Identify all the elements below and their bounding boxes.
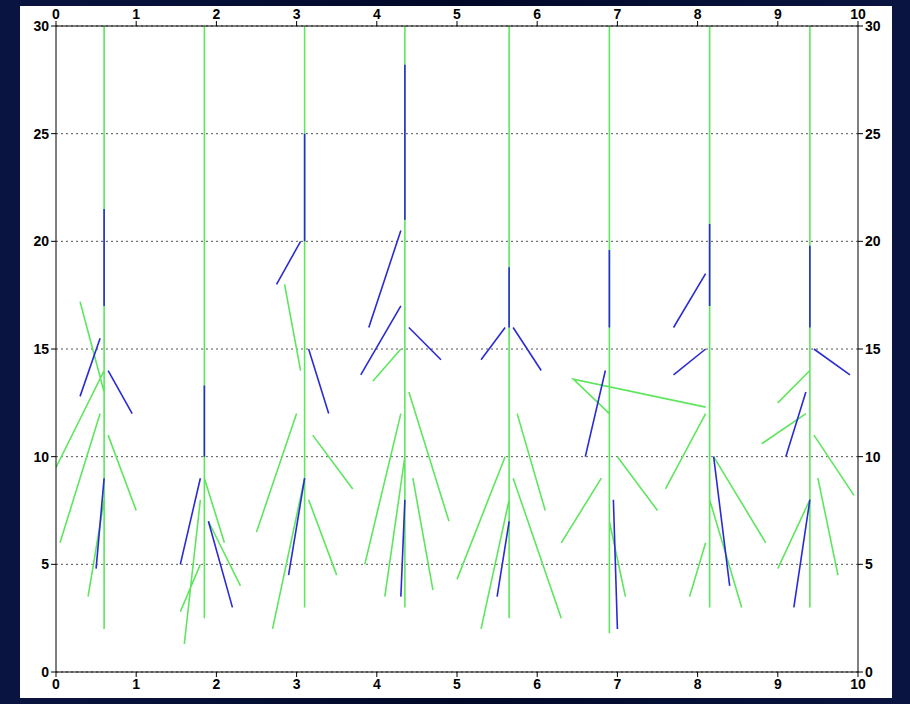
svg-text:3: 3 <box>293 6 301 22</box>
svg-text:30: 30 <box>33 18 49 34</box>
svg-text:8: 8 <box>694 6 702 22</box>
svg-text:10: 10 <box>850 676 866 692</box>
svg-text:5: 5 <box>865 556 873 572</box>
svg-text:25: 25 <box>33 126 49 142</box>
svg-text:5: 5 <box>453 676 461 692</box>
svg-text:0: 0 <box>41 664 49 680</box>
svg-text:6: 6 <box>533 676 541 692</box>
svg-text:7: 7 <box>614 676 622 692</box>
svg-text:0: 0 <box>52 6 60 22</box>
svg-text:0: 0 <box>865 664 873 680</box>
svg-text:15: 15 <box>865 341 881 357</box>
svg-text:1: 1 <box>132 676 140 692</box>
svg-text:0: 0 <box>52 676 60 692</box>
svg-text:9: 9 <box>774 6 782 22</box>
svg-text:2: 2 <box>213 676 221 692</box>
svg-text:5: 5 <box>453 6 461 22</box>
svg-text:7: 7 <box>614 6 622 22</box>
svg-text:4: 4 <box>373 676 381 692</box>
svg-text:2: 2 <box>213 6 221 22</box>
svg-text:15: 15 <box>33 341 49 357</box>
svg-text:20: 20 <box>865 233 881 249</box>
svg-text:10: 10 <box>850 6 866 22</box>
svg-text:25: 25 <box>865 126 881 142</box>
svg-text:3: 3 <box>293 676 301 692</box>
svg-text:8: 8 <box>694 676 702 692</box>
svg-text:1: 1 <box>132 6 140 22</box>
svg-text:10: 10 <box>865 449 881 465</box>
svg-text:20: 20 <box>33 233 49 249</box>
svg-text:4: 4 <box>373 6 381 22</box>
svg-text:5: 5 <box>41 556 49 572</box>
svg-text:30: 30 <box>865 18 881 34</box>
svg-text:10: 10 <box>33 449 49 465</box>
svg-text:9: 9 <box>774 676 782 692</box>
svg-text:6: 6 <box>533 6 541 22</box>
